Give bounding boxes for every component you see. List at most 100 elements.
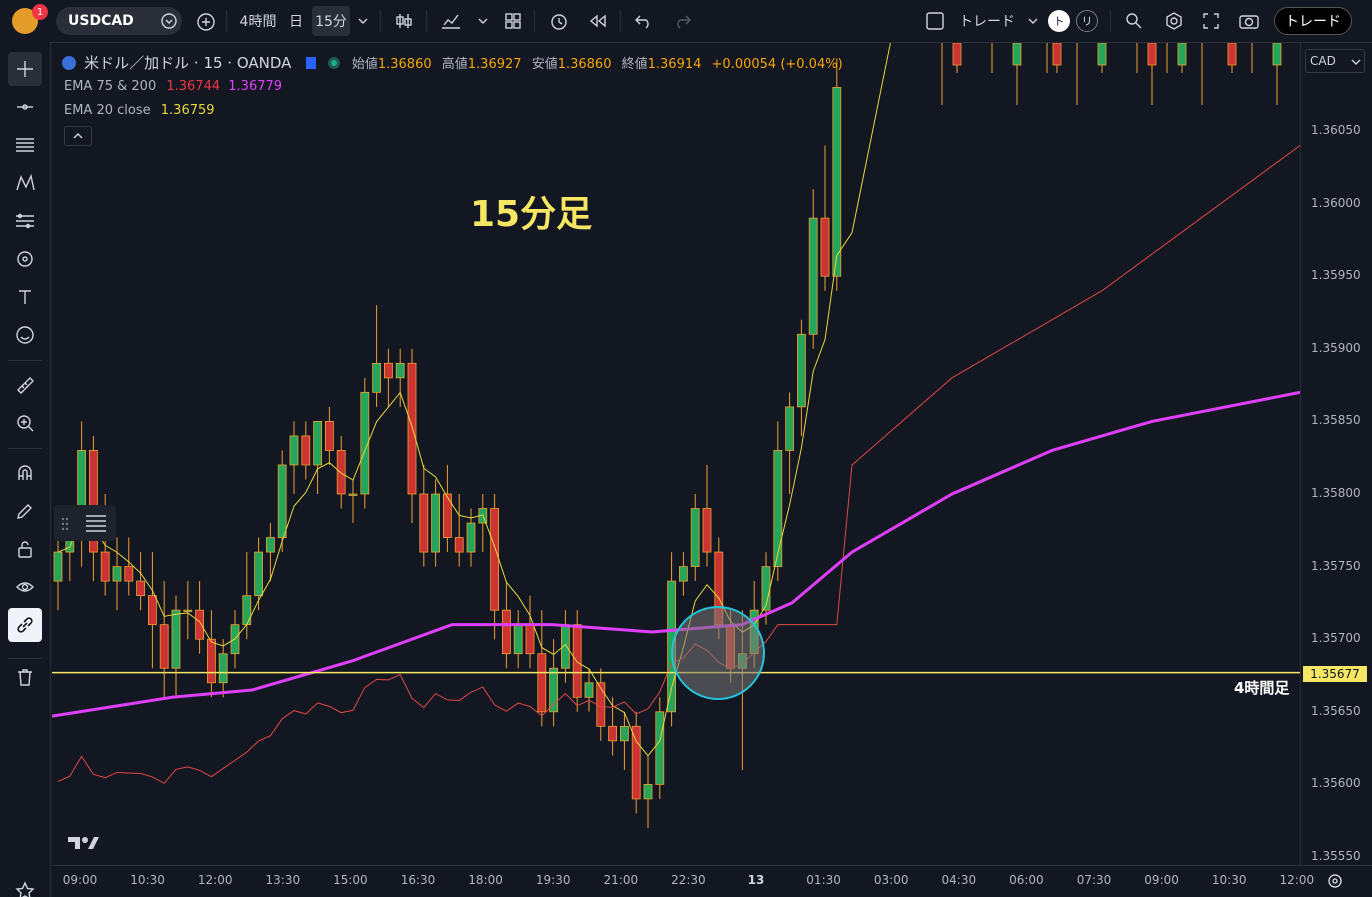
- time-tick-label: 21:00: [603, 873, 639, 887]
- time-tick-label: 03:00: [873, 873, 909, 887]
- fib-tool[interactable]: [8, 128, 42, 162]
- interval-4h[interactable]: 4時間: [239, 14, 277, 30]
- drag-handle-icon[interactable]: [58, 505, 72, 541]
- tradingview-logo-icon[interactable]: [66, 833, 100, 853]
- settings-icon[interactable]: [1164, 11, 1184, 31]
- time-tick-label: 15:00: [333, 873, 368, 887]
- chevron-down-icon[interactable]: [1026, 14, 1040, 28]
- symbol-search[interactable]: USDCAD: [56, 7, 182, 35]
- visibility-tool[interactable]: [8, 570, 42, 604]
- zoom-tool[interactable]: [8, 406, 42, 440]
- quick-search-icon[interactable]: [1124, 11, 1144, 31]
- high-label: 高値: [441, 57, 468, 72]
- drawing-floating-toolbar[interactable]: [54, 505, 116, 541]
- time-tick-label: 19:30: [535, 873, 571, 887]
- time-tick-label: 22:30: [671, 873, 706, 887]
- add-symbol-icon[interactable]: [196, 12, 216, 32]
- interval-1d[interactable]: 日: [289, 14, 303, 30]
- close-label: 終値: [621, 57, 648, 72]
- magnet-tool[interactable]: [8, 456, 42, 490]
- legend-ema-75-200[interactable]: EMA 75 & 200 1.36744 1.36779: [64, 79, 282, 94]
- candles-type-icon[interactable]: [394, 11, 414, 31]
- candle-body: [206, 638, 216, 684]
- object-tree-icon[interactable]: [82, 511, 110, 535]
- fullscreen-icon[interactable]: [1202, 12, 1220, 30]
- candle-body: [820, 217, 830, 277]
- text-tool[interactable]: [8, 280, 42, 314]
- chevron-down-icon[interactable]: [356, 14, 370, 28]
- candle-body: [360, 391, 370, 495]
- candle-body: [1147, 43, 1157, 66]
- camera-icon[interactable]: [1238, 11, 1260, 31]
- delete-tool[interactable]: [8, 660, 42, 694]
- crosshair-tool[interactable]: [8, 52, 42, 86]
- ema200-value: 1.36779: [228, 79, 283, 94]
- close-value: 1.36914: [647, 57, 702, 72]
- collapse-legend-button[interactable]: [64, 126, 92, 146]
- sync-tool[interactable]: [8, 608, 42, 642]
- chevron-down-icon[interactable]: [476, 14, 490, 28]
- candle-body: [148, 595, 157, 626]
- drawing-mode-tool[interactable]: [8, 494, 42, 528]
- candle-body: [454, 537, 464, 553]
- candle-body: [254, 551, 264, 597]
- pattern-tool[interactable]: [8, 166, 42, 200]
- forecast-icon: [16, 213, 34, 229]
- candle-body: [195, 609, 205, 640]
- legend-ema-20[interactable]: EMA 20 close 1.36759: [64, 103, 215, 118]
- favorites-tool[interactable]: [8, 874, 42, 897]
- indicators-icon[interactable]: [440, 11, 462, 31]
- forecast-tool[interactable]: [8, 204, 42, 238]
- ema2-name: EMA 20 close: [64, 103, 151, 118]
- candle-body: [797, 333, 806, 408]
- undo-icon[interactable]: [634, 12, 654, 30]
- candle-body: [171, 609, 181, 669]
- high-value: 1.36927: [467, 57, 522, 72]
- chart-pane[interactable]: 米ドル／加ドル · 15 · OANDA 始値1.36860 高値1.36927…: [52, 43, 1300, 865]
- ruler-tool[interactable]: [8, 368, 42, 402]
- trend-line-tool[interactable]: [8, 90, 42, 124]
- candle-body: [549, 667, 559, 713]
- candle-body: [490, 508, 500, 611]
- candle-body: [655, 711, 665, 785]
- interval-15m[interactable]: 15分: [312, 6, 350, 36]
- replay-icon[interactable]: [588, 12, 608, 30]
- horizontal-line-icon: [17, 104, 33, 110]
- trade-button[interactable]: トレード: [1274, 7, 1352, 35]
- currency-select[interactable]: CAD: [1305, 49, 1365, 73]
- emoji-tool[interactable]: [8, 318, 42, 352]
- redo-icon[interactable]: [672, 12, 692, 30]
- lock-tool[interactable]: [8, 532, 42, 566]
- ruler-icon: [17, 377, 34, 394]
- alert-icon[interactable]: [548, 11, 570, 31]
- lines-icon: [16, 138, 34, 152]
- trade-label[interactable]: トレード: [959, 14, 1015, 30]
- broker-avatar[interactable]: ト: [1048, 10, 1070, 32]
- layout-grid-icon[interactable]: [504, 12, 522, 30]
- candle-body: [407, 362, 417, 495]
- price-axis[interactable]: CAD 1.35677 1.36050 1.36000 1.35950 1.35900…: [1300, 43, 1372, 865]
- candle-body: [631, 725, 641, 800]
- candle-body: [395, 362, 405, 379]
- shapes-tool[interactable]: [8, 242, 42, 276]
- time-tick-label: 13: [747, 873, 765, 887]
- annotation-4h: 4時間足: [1234, 679, 1290, 697]
- candle-body: [643, 784, 653, 800]
- price-chart[interactable]: [52, 43, 1300, 865]
- time-axis[interactable]: 09:00 10:30 12:00 13:30 15:00 16:30 18:00 19:30…: [52, 865, 1372, 897]
- time-tick-label: 13:30: [265, 873, 301, 887]
- symbol-info-icon[interactable]: [160, 12, 178, 30]
- trash-icon: [18, 669, 32, 686]
- candle-body: [265, 537, 275, 553]
- checkbox-icon[interactable]: [926, 12, 944, 30]
- time-tick-label: 10:30: [1211, 873, 1247, 887]
- settings-gear-icon[interactable]: [1326, 872, 1344, 890]
- change-value: +0.00054 (+0.04%): [711, 57, 843, 72]
- time-tick-label: 18:00: [468, 873, 503, 887]
- star-icon: [15, 881, 35, 897]
- time-tick-label: 16:30: [400, 873, 436, 887]
- candle-body: [620, 725, 629, 742]
- price-tick-label: 1.35700: [1311, 631, 1361, 646]
- broker-avatar-2[interactable]: リ: [1076, 10, 1098, 32]
- smiley-icon: [16, 326, 34, 344]
